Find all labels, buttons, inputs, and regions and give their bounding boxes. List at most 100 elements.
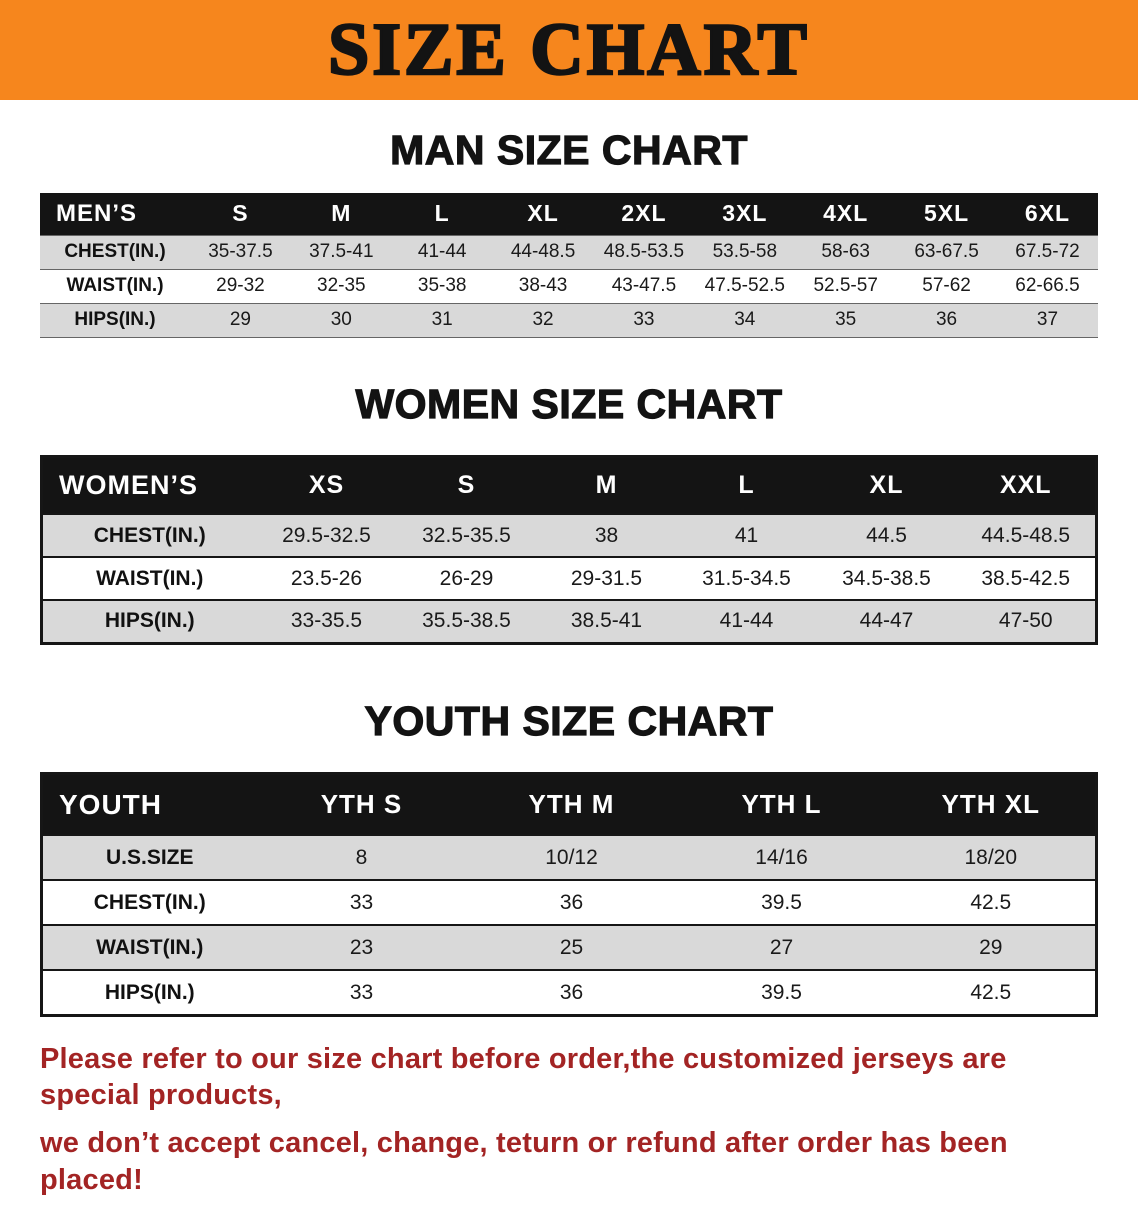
- table-row: WAIST(IN.) 23.5-26 26-29 29-31.5 31.5-34.5 34…: [41, 556, 1097, 601]
- table-head: WOMEN’S XS S M L XL XXL: [41, 456, 1097, 515]
- size-value-cell: 33: [256, 969, 467, 1016]
- size-value-cell: 44.5-48.5: [956, 513, 1097, 558]
- row-label-cell: WAIST(IN.): [41, 556, 257, 601]
- size-column-header: 5XL: [896, 193, 997, 236]
- row-label-cell: U.S.SIZE: [41, 834, 257, 881]
- size-value-cell: 29: [190, 302, 291, 338]
- page-title: SIZE CHART: [327, 9, 810, 91]
- size-value-cell: 33: [256, 879, 467, 926]
- size-column-header: YTH M: [466, 773, 677, 836]
- size-value-cell: 25: [466, 924, 677, 971]
- table-title-cell: WOMEN’S: [41, 456, 257, 515]
- size-value-cell: 14/16: [676, 834, 887, 881]
- youth-size-table: YOUTH YTH S YTH M YTH L YTH XL U.S.SIZE 8 10/12…: [40, 771, 1098, 1017]
- size-column-header: YTH S: [256, 773, 467, 836]
- table-row: CHEST(IN.) 35-37.5 37.5-41 41-44 44-48.5 48.5…: [40, 234, 1098, 270]
- table-row: WAIST(IN.) 29-32 32-35 35-38 38-43 43-47.5 47.…: [40, 268, 1098, 304]
- table-row: HIPS(IN.) 29 30 31 32 33 34 35 36 37: [40, 302, 1098, 338]
- size-value-cell: 31.5-34.5: [676, 556, 817, 601]
- table-row: U.S.SIZE 8 10/12 14/16 18/20: [41, 834, 1097, 881]
- table-body: U.S.SIZE 8 10/12 14/16 18/20 CHEST(IN.) 33 36 39…: [41, 834, 1097, 1016]
- youth-section: YOUTH SIZE CHART YOUTH YTH S YTH M YTH L YTH…: [0, 697, 1138, 1017]
- row-label-cell: HIPS(IN.): [41, 969, 257, 1016]
- size-value-cell: 33-35.5: [256, 599, 397, 644]
- table-header-row: YOUTH YTH S YTH M YTH L YTH XL: [41, 773, 1097, 836]
- women-size-table: WOMEN’S XS S M L XL XXL CHEST(IN.) 29.5-32.5 32.5…: [40, 454, 1098, 645]
- size-value-cell: 42.5: [886, 969, 1097, 1016]
- row-label-cell: CHEST(IN.): [40, 234, 190, 270]
- size-column-header: YTH L: [676, 773, 887, 836]
- size-column-header: XXL: [956, 456, 1097, 515]
- size-column-header: S: [190, 193, 291, 236]
- size-value-cell: 32.5-35.5: [396, 513, 537, 558]
- row-label-cell: CHEST(IN.): [41, 879, 257, 926]
- size-value-cell: 37: [997, 302, 1098, 338]
- size-column-header: YTH XL: [886, 773, 1097, 836]
- size-value-cell: 44-47: [816, 599, 957, 644]
- table-body: CHEST(IN.) 29.5-32.5 32.5-35.5 38 41 44.5 44.5…: [41, 513, 1097, 644]
- women-section: WOMEN SIZE CHART WOMEN’S XS S M L XL XXL CHEST(…: [0, 380, 1138, 645]
- table-row: HIPS(IN.) 33-35.5 35.5-38.5 38.5-41 41-44 44-…: [41, 599, 1097, 644]
- size-value-cell: 10/12: [466, 834, 677, 881]
- table-head: YOUTH YTH S YTH M YTH L YTH XL: [41, 773, 1097, 836]
- table-row: CHEST(IN.) 29.5-32.5 32.5-35.5 38 41 44.5 44.5…: [41, 513, 1097, 558]
- table-body: CHEST(IN.) 35-37.5 37.5-41 41-44 44-48.5 48.5…: [40, 234, 1098, 338]
- row-label-cell: HIPS(IN.): [40, 302, 190, 338]
- size-value-cell: 18/20: [886, 834, 1097, 881]
- size-value-cell: 29-31.5: [536, 556, 677, 601]
- size-value-cell: 29: [886, 924, 1097, 971]
- size-column-header: M: [290, 193, 392, 236]
- size-column-header: 4XL: [795, 193, 897, 236]
- size-value-cell: 31: [391, 302, 493, 338]
- size-value-cell: 47-50: [956, 599, 1097, 644]
- size-column-header: XS: [256, 456, 397, 515]
- size-value-cell: 27: [676, 924, 887, 971]
- size-value-cell: 52.5-57: [795, 268, 897, 304]
- size-column-header: XL: [492, 193, 594, 236]
- size-value-cell: 47.5-52.5: [694, 268, 796, 304]
- size-value-cell: 32: [492, 302, 594, 338]
- size-column-header: L: [391, 193, 493, 236]
- size-value-cell: 23: [256, 924, 467, 971]
- size-value-cell: 29.5-32.5: [256, 513, 397, 558]
- size-value-cell: 34: [694, 302, 796, 338]
- footnote: Please refer to our size chart before or…: [40, 1041, 1100, 1198]
- row-label-cell: WAIST(IN.): [40, 268, 190, 304]
- size-value-cell: 29-32: [190, 268, 291, 304]
- table-row: WAIST(IN.) 23 25 27 29: [41, 924, 1097, 971]
- size-column-header: 2XL: [593, 193, 695, 236]
- table-row: HIPS(IN.) 33 36 39.5 42.5: [41, 969, 1097, 1016]
- size-value-cell: 36: [466, 969, 677, 1016]
- size-value-cell: 38-43: [492, 268, 594, 304]
- size-column-header: M: [536, 456, 677, 515]
- size-value-cell: 35: [795, 302, 897, 338]
- size-value-cell: 44.5: [816, 513, 957, 558]
- table-row: CHEST(IN.) 33 36 39.5 42.5: [41, 879, 1097, 926]
- size-value-cell: 53.5-58: [694, 234, 796, 270]
- size-column-header: S: [396, 456, 537, 515]
- women-section-heading: WOMEN SIZE CHART: [355, 380, 783, 427]
- size-value-cell: 38: [536, 513, 677, 558]
- table-header-row: MEN’S S M L XL 2XL 3XL 4XL 5XL 6XL: [40, 193, 1098, 236]
- size-value-cell: 63-67.5: [896, 234, 997, 270]
- footnote-line-1: Please refer to our size chart before or…: [40, 1042, 1007, 1112]
- size-value-cell: 35-38: [391, 268, 493, 304]
- size-value-cell: 26-29: [396, 556, 537, 601]
- table-head: MEN’S S M L XL 2XL 3XL 4XL 5XL 6XL: [40, 193, 1098, 236]
- size-value-cell: 8: [256, 834, 467, 881]
- banner: SIZE CHART: [0, 0, 1138, 100]
- size-value-cell: 43-47.5: [593, 268, 695, 304]
- size-column-header: XL: [816, 456, 957, 515]
- size-value-cell: 48.5-53.5: [593, 234, 695, 270]
- row-label-cell: CHEST(IN.): [41, 513, 257, 558]
- size-value-cell: 41-44: [676, 599, 817, 644]
- size-value-cell: 38.5-42.5: [956, 556, 1097, 601]
- size-column-header: L: [676, 456, 817, 515]
- size-value-cell: 39.5: [676, 969, 887, 1016]
- size-value-cell: 36: [466, 879, 677, 926]
- size-value-cell: 62-66.5: [997, 268, 1098, 304]
- men-size-table: MEN’S S M L XL 2XL 3XL 4XL 5XL 6XL CHEST(IN.) 35-37…: [40, 193, 1098, 338]
- size-value-cell: 42.5: [886, 879, 1097, 926]
- size-value-cell: 67.5-72: [997, 234, 1098, 270]
- size-value-cell: 33: [593, 302, 695, 338]
